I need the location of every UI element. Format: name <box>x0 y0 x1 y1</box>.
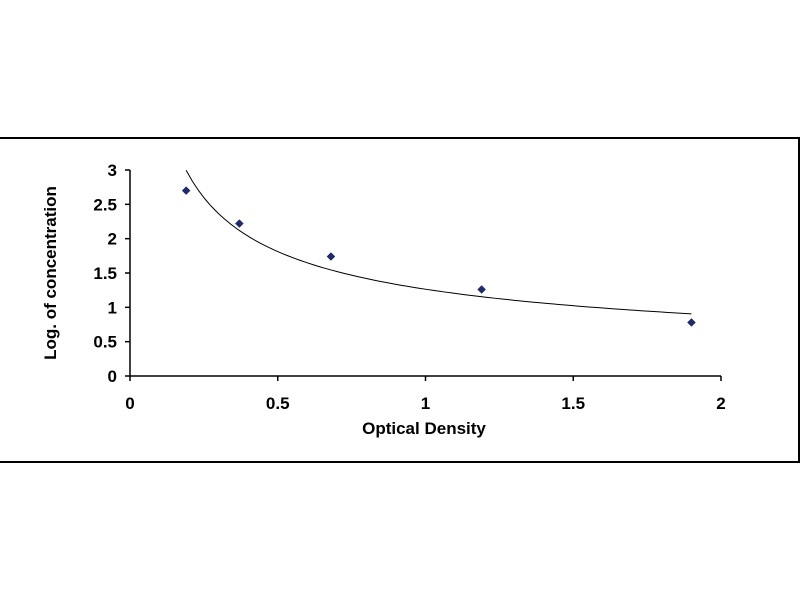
y-axis-title: Log. of concentration <box>41 186 60 360</box>
y-tick-label: 0.5 <box>93 333 117 352</box>
y-tick-label: 0 <box>108 367 117 386</box>
data-point <box>181 186 191 195</box>
y-tick-label: 1 <box>108 298 117 317</box>
y-tick-label: 3 <box>108 161 117 180</box>
data-point <box>326 252 336 261</box>
x-tick-label: 1 <box>421 394 430 413</box>
x-axis-title: Optical Density <box>362 419 486 438</box>
x-tick-label: 0 <box>125 394 134 413</box>
x-tick-label: 1.5 <box>561 394 585 413</box>
y-tick-label: 1.5 <box>93 264 117 283</box>
x-tick-label: 0.5 <box>266 394 290 413</box>
x-ticks: 0 0.5 1 1.5 2 <box>125 376 726 413</box>
y-ticks: 0 0.5 1 1.5 2 2.5 3 <box>93 161 130 386</box>
chart-frame <box>0 137 800 463</box>
data-points <box>181 186 696 327</box>
data-point <box>234 219 244 228</box>
trend-line <box>185 170 692 315</box>
data-point <box>477 285 486 294</box>
x-tick-label: 2 <box>716 394 725 413</box>
y-tick-label: 2.5 <box>93 195 117 214</box>
axes <box>129 170 721 377</box>
y-tick-label: 2 <box>108 230 117 249</box>
data-point <box>687 318 696 327</box>
